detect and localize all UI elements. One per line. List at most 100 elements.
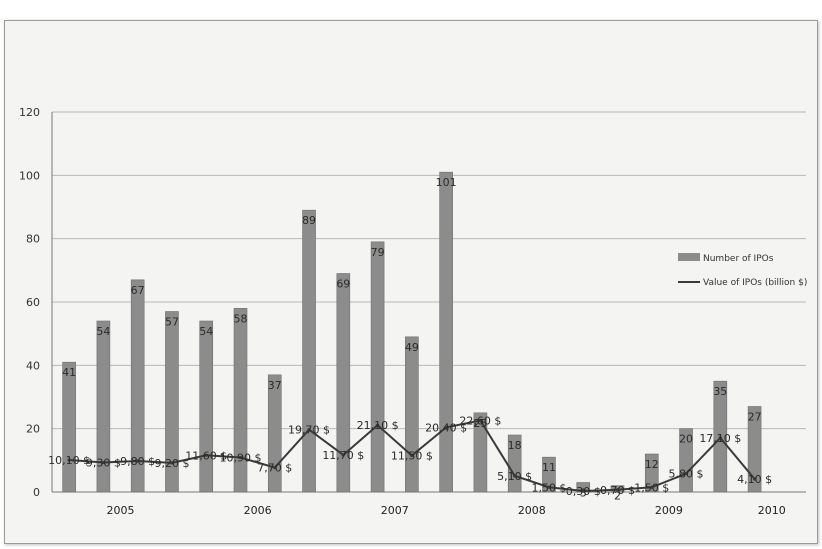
x-group-label: 2007: [381, 504, 409, 517]
line-point: [341, 453, 345, 457]
line-point: [273, 466, 277, 470]
bar-value-label: 58: [234, 312, 248, 325]
x-group-label: 2010: [758, 504, 786, 517]
bar-value-label: 37: [268, 379, 282, 392]
line-point: [375, 423, 380, 427]
x-group-label: 2005: [107, 504, 135, 517]
line-point: [478, 418, 483, 423]
legend-line-label: Value of IPOs (billion $): [703, 278, 807, 288]
bar-value-label: 57: [165, 316, 179, 329]
y-tick-label: 0: [33, 486, 40, 499]
bar-value-label: 2: [614, 490, 621, 503]
x-axis-ticks: 2005 2006 2007 2008 2009 2010: [107, 504, 786, 517]
line-point: [204, 453, 208, 457]
line-series: [67, 418, 757, 493]
line-value-label: 17,10 $: [699, 432, 741, 445]
bar-value-label: 27: [748, 411, 762, 424]
bar: [165, 311, 179, 493]
line-value-label: 0,70 $: [600, 484, 635, 497]
bar: [679, 428, 693, 493]
x-group-label: 2009: [655, 504, 683, 517]
line-value-label: 9,30 $: [86, 457, 121, 470]
bar: [336, 273, 351, 493]
bar-value-label: 25: [473, 417, 487, 430]
bar: [130, 279, 145, 493]
bar: [62, 361, 76, 493]
line-value-label: 4,10 $: [737, 473, 772, 486]
line-point: [752, 477, 757, 481]
line-value-label: 0,30 $: [566, 485, 601, 498]
bar: [199, 320, 214, 493]
line-point: [444, 425, 448, 429]
line-point: [581, 489, 585, 493]
line-value-label: 5,10 $: [497, 470, 532, 483]
bar-value-label: 54: [199, 325, 213, 338]
line-point: [238, 455, 243, 460]
bar-value-label: 49: [405, 341, 419, 354]
line-point: [101, 460, 106, 465]
bar-series: [62, 171, 762, 493]
line-value-label: 11,70 $: [322, 449, 364, 462]
bar: [370, 241, 385, 493]
line-value-label: 10,90 $: [220, 451, 262, 464]
line-value-label: 9,20 $: [154, 457, 189, 470]
bar: [233, 308, 248, 493]
line-value-label: 11,50 $: [391, 450, 433, 463]
bar: [473, 412, 488, 493]
line-value-label: 1,50 $: [531, 481, 566, 494]
legend-bar-label: Number of IPOs: [703, 254, 774, 264]
bar: [439, 171, 453, 493]
line-value-label: 10,10 $: [48, 454, 90, 467]
x-group-label: 2006: [244, 504, 272, 517]
line-point: [650, 485, 654, 489]
y-axis-ticks: 0 20 40 60 80 100 120: [19, 106, 40, 499]
y-tick-label: 60: [26, 296, 40, 309]
x-group-label: 2008: [518, 504, 546, 517]
bar-value-label: 69: [336, 278, 350, 291]
bar-value-label: 3: [580, 487, 587, 500]
bar: [542, 456, 556, 493]
line-point: [170, 461, 174, 465]
bar-value-label: 67: [131, 284, 145, 297]
line-point: [718, 436, 722, 440]
bar-value-label: 54: [96, 325, 110, 338]
bar-value-label: 11: [542, 461, 556, 474]
bar-value-label: 12: [645, 458, 659, 471]
line-value-label: 20,40 $: [425, 421, 467, 434]
line-point: [67, 458, 71, 462]
bar-value-label: 20: [679, 433, 693, 446]
line-point: [615, 488, 620, 492]
line-value-label: 1,50 $: [634, 481, 669, 494]
line-data-labels: 10,10 $9,30 $9,80 $9,20 $11,60 $10,90 $7…: [48, 414, 772, 498]
line-value-label: 5,80 $: [669, 468, 704, 481]
line-point: [410, 453, 414, 458]
line-point: [513, 474, 517, 478]
bar: [96, 320, 111, 493]
line-point: [307, 428, 311, 432]
bar: [405, 336, 419, 493]
bar-value-label: 41: [62, 366, 76, 379]
bar: [747, 406, 762, 493]
bar: [302, 209, 316, 493]
y-tick-label: 40: [26, 359, 40, 372]
bar-value-label: 35: [713, 385, 727, 398]
legend: Number of IPOs Value of IPOs (billion $): [678, 253, 807, 288]
bar-value-label: 18: [508, 439, 522, 452]
bar-value-label: 89: [302, 214, 316, 227]
y-tick-label: 20: [26, 423, 40, 436]
bar-value-label: 101: [436, 176, 457, 189]
line-value-label: 11,60 $: [185, 449, 227, 462]
line-value-label: 21,10 $: [357, 419, 399, 432]
bar-value-label: 79: [371, 246, 385, 259]
line-point: [684, 472, 688, 476]
bar-data-labels: 41 54 67 57 54 58 37 89 69 79 49 101 25 18 11 3 2 12 20 35 2…: [62, 176, 762, 503]
line-value-label: 19,70 $: [288, 424, 330, 437]
line-point: [547, 485, 551, 489]
line-point: [136, 459, 140, 463]
line-value-label: 7,70 $: [257, 462, 292, 475]
legend-bar-swatch: [678, 253, 700, 261]
y-tick-label: 120: [19, 106, 40, 119]
y-tick-label: 100: [19, 169, 40, 182]
bar: [644, 453, 659, 493]
